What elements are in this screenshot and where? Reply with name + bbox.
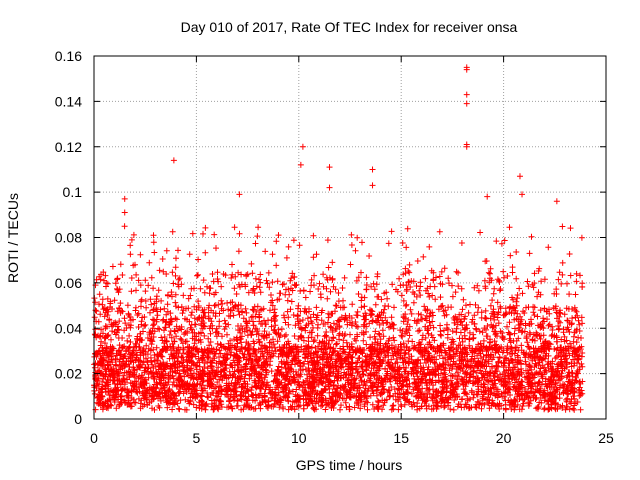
x-tick-label: 0 [90, 430, 98, 446]
roti-outlier-point [484, 193, 491, 200]
y-tick-label: 0.04 [55, 320, 82, 336]
roti-outlier-point [516, 173, 523, 180]
y-tick-label: 0.16 [55, 48, 82, 64]
x-tick-label: 25 [598, 430, 614, 446]
y-tick-label: 0.08 [55, 230, 82, 246]
y-tick-label: 0.02 [55, 366, 82, 382]
x-tick-label: 20 [496, 430, 512, 446]
y-tick-label: 0.12 [55, 139, 82, 155]
roti-outlier-point [463, 143, 470, 150]
roti-outlier-point [170, 157, 177, 164]
roti-outlier-point [121, 209, 128, 216]
x-axis-title: GPS time / hours [296, 457, 403, 473]
roti-outlier-point [326, 184, 333, 191]
x-tick-label: 10 [291, 430, 307, 446]
tick-labels: 0 5 10 15 20 25 0 0.02 0.04 0.06 0.08 0.1 0.12 0.14 0.… [55, 48, 614, 446]
roti-outlier-point [121, 195, 128, 202]
chart-title: Day 010 of 2017, Rate Of TEC Index for r… [181, 19, 518, 35]
roti-outlier-point [326, 164, 333, 171]
x-tick-label: 15 [393, 430, 409, 446]
roti-outlier-point [463, 100, 470, 107]
roti-outlier-point [553, 198, 560, 205]
roti-outlier-point [369, 182, 376, 189]
y-tick-label: 0 [74, 411, 82, 427]
y-tick-label: 0.1 [63, 184, 83, 200]
roti-outlier-point [236, 191, 243, 198]
roti-outlier-point [463, 66, 470, 73]
roti-outlier-point [299, 143, 306, 150]
roti-outlier-point [463, 91, 470, 98]
roti-outlier-point [369, 166, 376, 173]
data-points [91, 64, 586, 413]
x-tick-label: 5 [193, 430, 201, 446]
y-tick-label: 0.06 [55, 275, 82, 291]
roti-point-cloud [91, 223, 586, 413]
roti-outlier-point [297, 161, 304, 168]
y-tick-label: 0.14 [55, 93, 82, 109]
axis-ticks [93, 55, 607, 420]
roti-outlier-point [519, 191, 526, 198]
y-axis-title: ROTI / TECUs [5, 193, 21, 283]
